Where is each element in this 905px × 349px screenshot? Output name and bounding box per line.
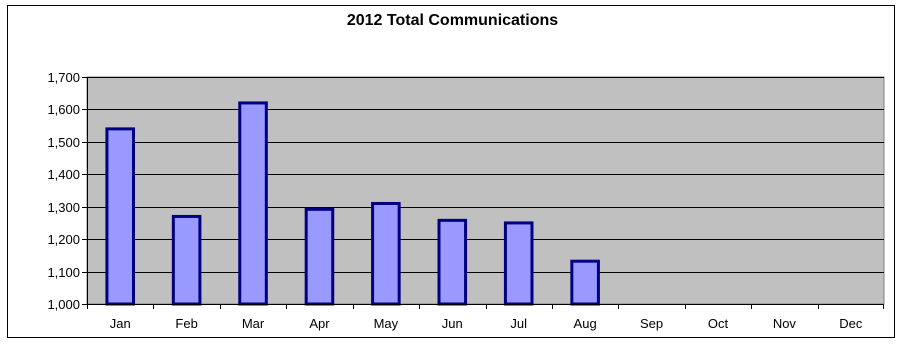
bar-mar bbox=[238, 101, 268, 306]
y-tick-label: 1,700 bbox=[47, 70, 80, 85]
x-axis: Jan Feb Mar Apr May Jun Jul Aug Sep Oct Nov Dec bbox=[87, 304, 884, 331]
x-tick-label: Apr bbox=[309, 316, 330, 331]
chart-title: 2012 Total Communications bbox=[346, 12, 559, 29]
y-axis: 1,000 1,100 1,200 1,300 1,400 1,500 1,600 1,700 bbox=[47, 70, 88, 312]
bar-feb bbox=[171, 214, 202, 306]
y-tick-label: 1,500 bbox=[47, 135, 80, 150]
plot-area bbox=[86, 76, 885, 305]
x-tick-label: Dec bbox=[839, 316, 863, 331]
x-tick-label: May bbox=[374, 316, 399, 331]
y-tick-label: 1,300 bbox=[47, 200, 80, 215]
y-tick-label: 1,100 bbox=[47, 265, 80, 280]
y-tick-label: 1,200 bbox=[47, 232, 80, 247]
x-tick-label: Sep bbox=[640, 316, 663, 331]
x-tick-label: Nov bbox=[773, 316, 797, 331]
bar-jan bbox=[105, 127, 135, 306]
bars bbox=[105, 101, 600, 306]
y-tick-label: 1,000 bbox=[47, 297, 80, 312]
x-tick-label: Mar bbox=[242, 316, 265, 331]
y-tick-label: 1,600 bbox=[47, 102, 80, 117]
bar-aug bbox=[570, 259, 600, 306]
x-tick-label: Jun bbox=[442, 316, 463, 331]
bar-jul bbox=[503, 221, 534, 306]
x-tick-label: Jul bbox=[510, 316, 527, 331]
bar-apr bbox=[304, 207, 335, 306]
bar-jun bbox=[437, 218, 468, 306]
gridlines bbox=[87, 77, 884, 305]
x-tick-label: Oct bbox=[708, 316, 729, 331]
x-tick-label: Jan bbox=[110, 316, 131, 331]
x-tick-label: Feb bbox=[175, 316, 197, 331]
bar-may bbox=[371, 201, 401, 306]
x-tick-label: Aug bbox=[574, 316, 597, 331]
y-tick-label: 1,400 bbox=[47, 167, 80, 182]
